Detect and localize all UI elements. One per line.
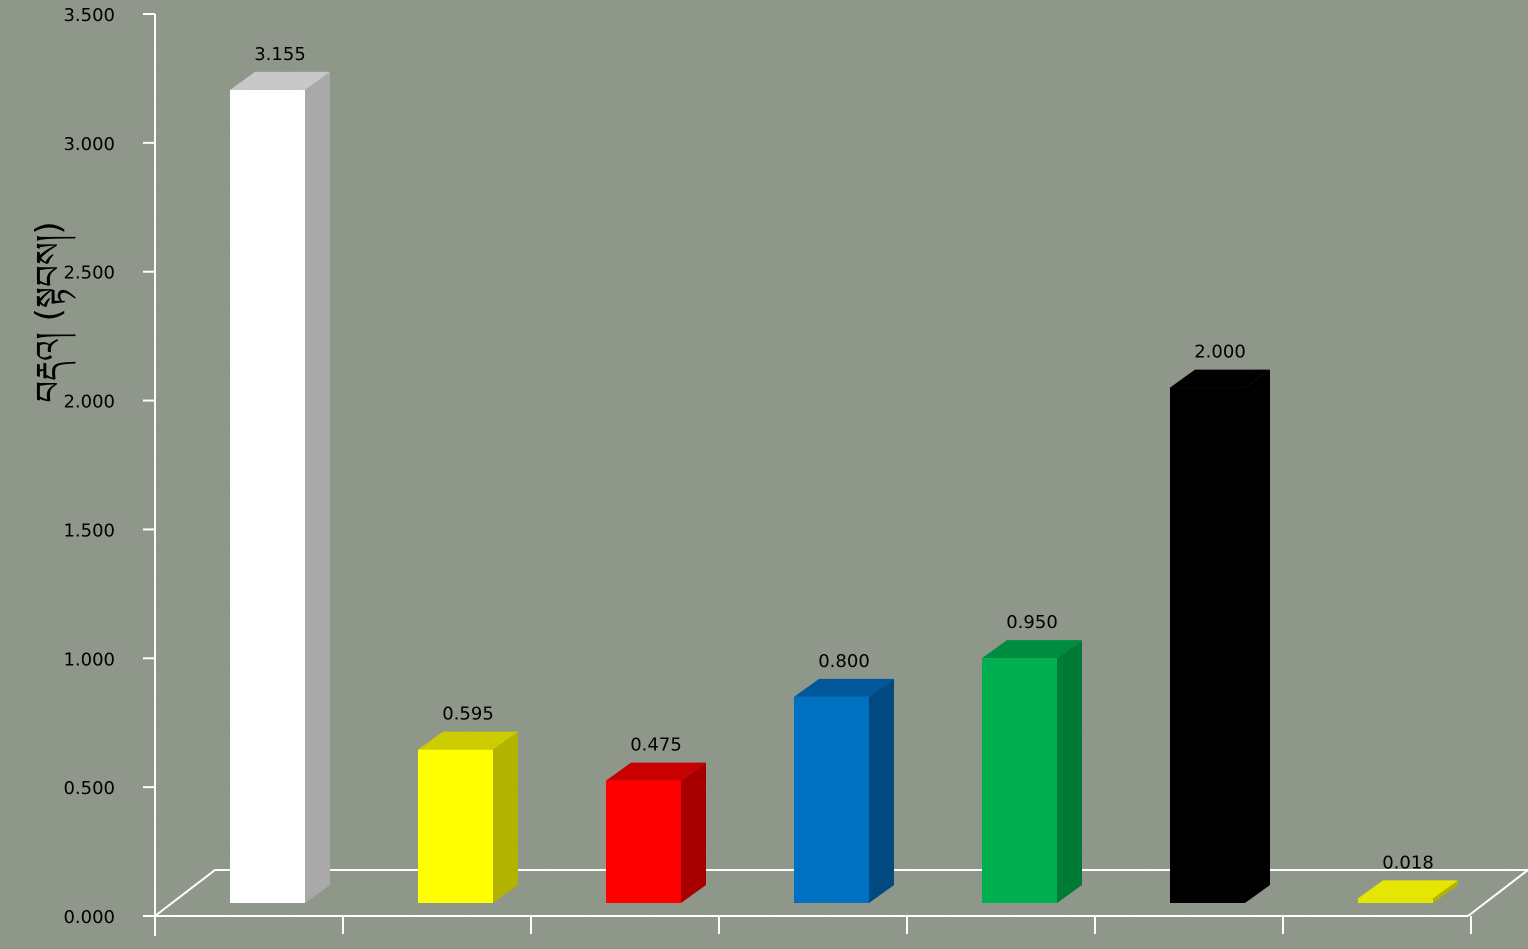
y-tick-label: 1.500 xyxy=(63,520,115,541)
y-axis: 0.000 0.500 1.000 1.500 2.000 2.500 3.000 3.500 xyxy=(63,5,156,936)
bar-top-face xyxy=(230,71,330,90)
bar-top-face xyxy=(1358,880,1458,899)
bar-front-face xyxy=(606,780,681,903)
bar-front-face xyxy=(1358,898,1433,903)
bar-side-face xyxy=(1433,880,1458,903)
bar-value-label: 0.018 xyxy=(1382,852,1434,873)
bar-front-face xyxy=(794,696,869,903)
bar-side-face xyxy=(305,71,330,903)
bar-top-face xyxy=(1170,369,1270,388)
bar-front-face xyxy=(418,749,493,903)
bar-side-face xyxy=(681,762,706,903)
floor-right-edge xyxy=(1467,869,1528,917)
bar-top-face xyxy=(794,678,894,697)
bar-value-label: 0.595 xyxy=(442,704,494,725)
bar xyxy=(794,678,894,903)
floor-back-edge xyxy=(154,869,1528,917)
bar-value-label: 0.800 xyxy=(818,651,870,672)
chart-floor xyxy=(154,869,1528,934)
bar-side-face xyxy=(1245,369,1270,904)
y-tick-label: 0.000 xyxy=(63,907,115,928)
bar-side-face xyxy=(869,678,894,903)
bar xyxy=(982,640,1082,903)
y-tick-label: 3.500 xyxy=(63,5,115,26)
bar-top-face xyxy=(418,731,518,750)
bar-value-label: 0.475 xyxy=(630,735,682,756)
bar xyxy=(1358,880,1458,903)
bar-side-face xyxy=(1057,640,1082,903)
y-tick-label: 2.500 xyxy=(63,263,115,284)
y-tick-label: 2.000 xyxy=(63,392,115,413)
y-tick-label: 1.000 xyxy=(63,649,115,670)
bar-front-face xyxy=(230,89,305,903)
bar xyxy=(1170,369,1270,904)
bar xyxy=(606,762,706,903)
y-tick-label: 0.500 xyxy=(63,778,115,799)
bar-series xyxy=(230,71,1458,904)
bar xyxy=(418,731,518,903)
bar-value-label: 3.155 xyxy=(254,44,306,65)
bar xyxy=(230,71,330,903)
bar-front-face xyxy=(1170,387,1245,904)
y-tick-label: 3.000 xyxy=(63,134,115,155)
bar-side-face xyxy=(493,731,518,903)
bar-front-face xyxy=(982,658,1057,903)
bar-top-face xyxy=(982,640,1082,659)
bar-value-label: 0.950 xyxy=(1006,612,1058,633)
bar-value-label: 2.000 xyxy=(1194,342,1246,363)
bar-top-face xyxy=(606,762,706,781)
data-labels: 3.155 0.595 0.475 0.800 0.950 2.000 0.018 xyxy=(254,44,1434,873)
